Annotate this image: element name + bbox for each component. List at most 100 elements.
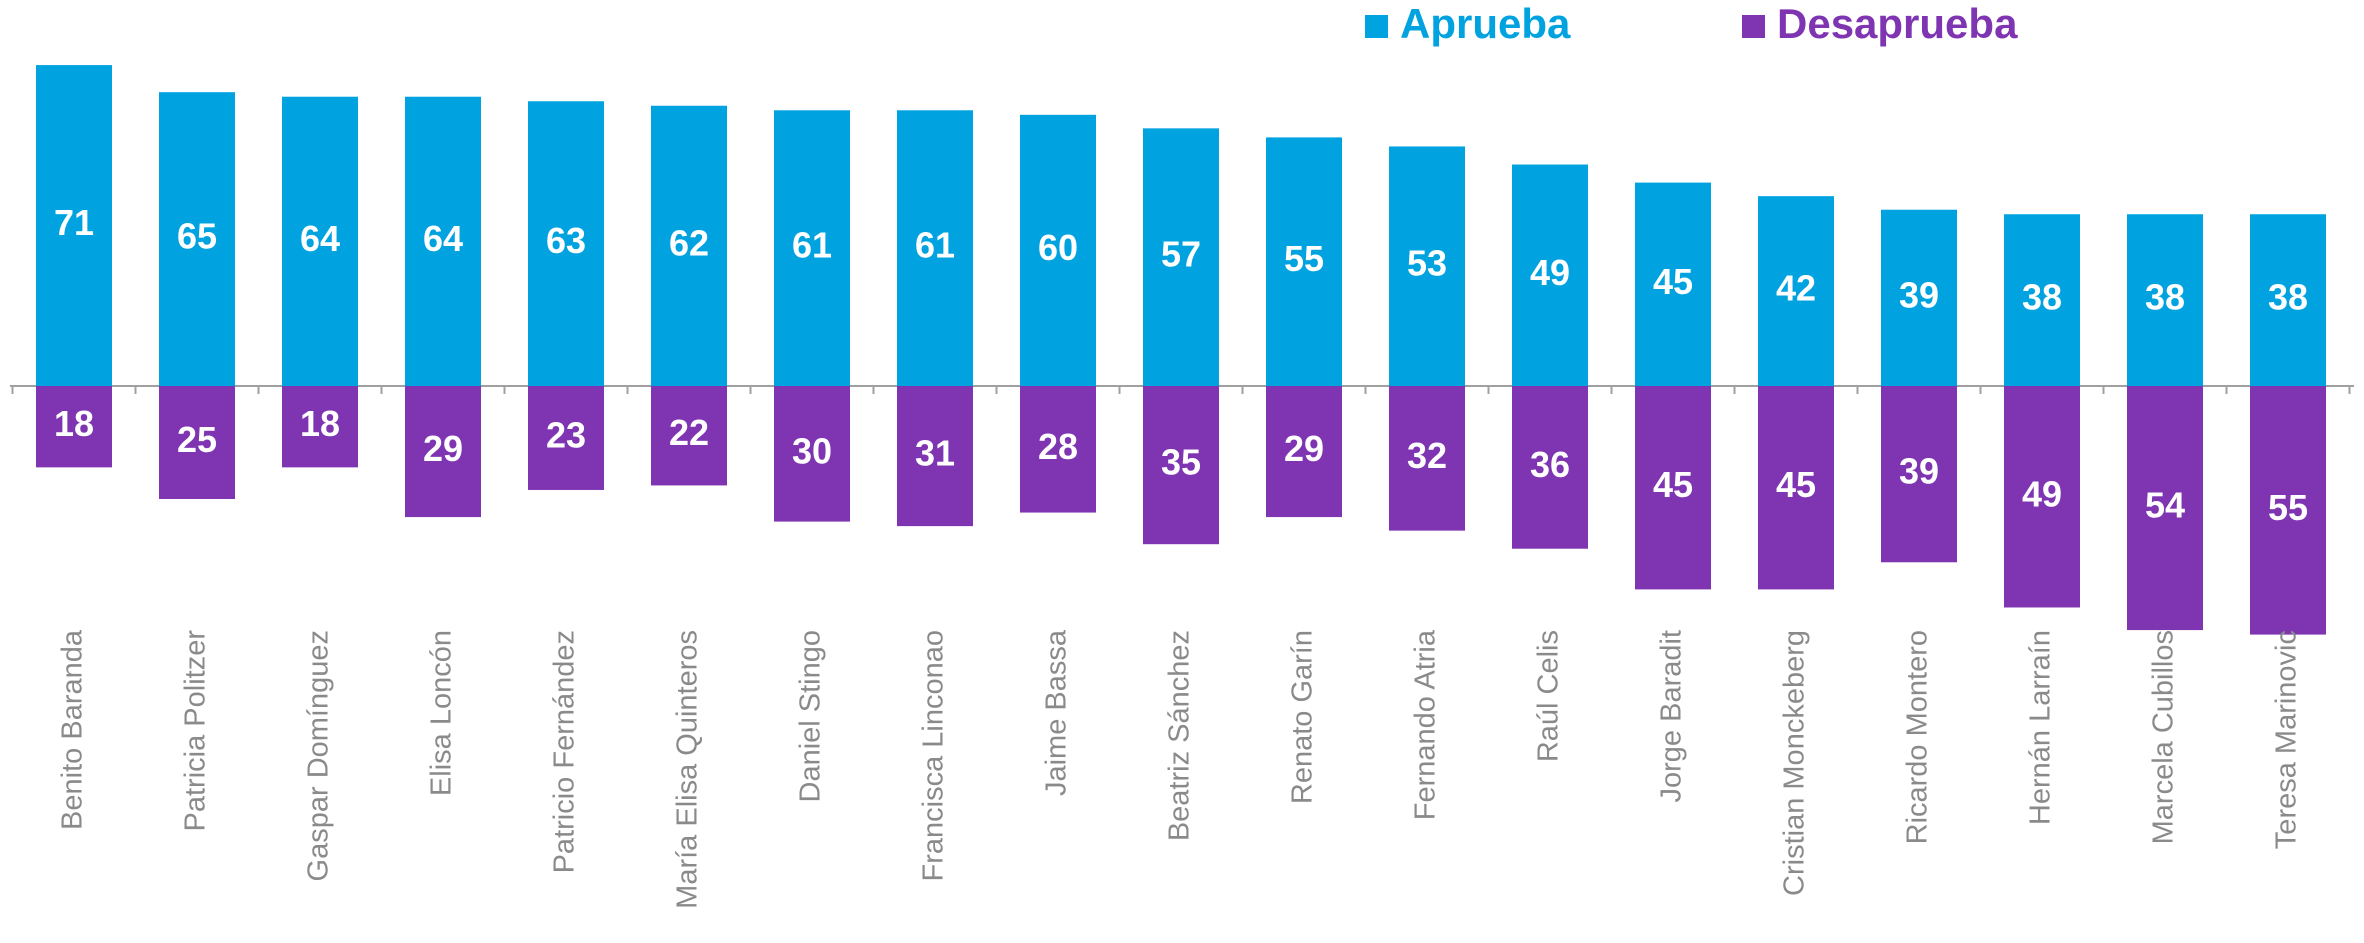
- data-label: 45: [1653, 261, 1693, 302]
- data-label: 25: [177, 419, 217, 460]
- data-label: 71: [54, 202, 94, 243]
- data-label: 63: [546, 220, 586, 261]
- data-label: 64: [423, 218, 463, 259]
- data-label: 38: [2145, 277, 2185, 318]
- legend-swatch: [1365, 15, 1388, 38]
- data-label: 49: [2022, 473, 2062, 514]
- bar: [36, 65, 112, 386]
- bar: [159, 386, 235, 499]
- bar: [2127, 214, 2203, 386]
- x-tick-label: Fernando Atria: [1410, 629, 1442, 820]
- data-label: 29: [423, 428, 463, 469]
- bar: [282, 386, 358, 468]
- data-label: 45: [1653, 464, 1693, 505]
- data-label: 35: [1161, 442, 1201, 483]
- bar: [1758, 386, 1834, 590]
- bar: [1266, 386, 1342, 518]
- x-tick-label: Elisa Loncón: [426, 630, 458, 796]
- bar: [1143, 128, 1219, 387]
- bar: [1512, 386, 1588, 549]
- x-tick-label: Francisca Linconao: [918, 630, 950, 881]
- bar: [1758, 196, 1834, 386]
- data-label: 64: [300, 218, 340, 259]
- data-label: 55: [2268, 487, 2308, 528]
- x-tick-label: Beatriz Sánchez: [1164, 630, 1196, 841]
- bar: [2127, 386, 2203, 631]
- legend-label: Aprueba: [1400, 0, 1571, 47]
- bar: [897, 386, 973, 527]
- data-label: 55: [1284, 238, 1324, 279]
- bar: [1143, 386, 1219, 545]
- x-tick-label: Gaspar Domínguez: [303, 630, 335, 881]
- data-label: 32: [1407, 435, 1447, 476]
- data-label: 61: [915, 225, 955, 266]
- data-label: 60: [1038, 227, 1078, 268]
- x-tick-label: María Elisa Quinteros: [672, 630, 704, 909]
- data-label: 54: [2145, 485, 2185, 526]
- data-label: 57: [1161, 234, 1201, 275]
- bar: [405, 386, 481, 518]
- bar: [2250, 386, 2326, 635]
- data-label: 53: [1407, 243, 1447, 284]
- data-label: 61: [792, 225, 832, 266]
- bar: [897, 110, 973, 386]
- x-tick-label: Jorge Baradit: [1656, 630, 1688, 803]
- x-tick-label: Renato Garín: [1287, 630, 1319, 804]
- bar: [1389, 386, 1465, 531]
- x-tick-label: Cristian Monckeberg: [1779, 630, 1811, 896]
- x-tick-label: Hernán Larraín: [2025, 630, 2057, 825]
- bar: [2004, 386, 2080, 608]
- bar: [1512, 164, 1588, 386]
- data-label: 18: [300, 403, 340, 444]
- x-tick-label: Ricardo Montero: [1902, 630, 1934, 844]
- data-label: 23: [546, 414, 586, 455]
- bar: [528, 386, 604, 490]
- data-label: 29: [1284, 428, 1324, 469]
- data-label: 30: [792, 430, 832, 471]
- data-label: 22: [669, 412, 709, 453]
- x-tick-label: Patricio Fernández: [549, 630, 581, 873]
- bar: [1635, 182, 1711, 386]
- bar: [651, 386, 727, 486]
- legend-swatch: [1742, 15, 1765, 38]
- bar: [1020, 114, 1096, 387]
- bar: [2004, 214, 2080, 386]
- x-tick-label: Daniel Stingo: [795, 630, 827, 803]
- data-label: 39: [1899, 451, 1939, 492]
- legend-label: Desaprueba: [1777, 0, 2018, 47]
- data-label: 65: [177, 216, 217, 257]
- x-tick-label: Raúl Celis: [1533, 630, 1565, 762]
- bar: [2250, 214, 2326, 386]
- data-label: 31: [915, 433, 955, 474]
- x-tick-label: Teresa Marinovic: [2271, 630, 2303, 849]
- bar: [1881, 386, 1957, 563]
- data-label: 62: [669, 222, 709, 263]
- bar: [651, 105, 727, 386]
- bar: [774, 110, 850, 386]
- data-label: 28: [1038, 426, 1078, 467]
- bar: [159, 92, 235, 386]
- bar: [405, 96, 481, 386]
- data-label: 18: [54, 403, 94, 444]
- bar: [528, 101, 604, 387]
- data-label: 38: [2022, 277, 2062, 318]
- data-label: 49: [1530, 252, 1570, 293]
- bar: [1389, 146, 1465, 386]
- x-tick-label: Patricia Politzer: [180, 630, 212, 832]
- bar: [282, 96, 358, 386]
- data-label: 45: [1776, 464, 1816, 505]
- x-tick-label: Marcela Cubillos: [2148, 630, 2180, 844]
- data-label: 38: [2268, 277, 2308, 318]
- bar: [1881, 209, 1957, 386]
- data-label: 42: [1776, 268, 1816, 309]
- x-tick-label: Jaime Bassa: [1041, 629, 1073, 796]
- bar: [1266, 137, 1342, 386]
- bar: [774, 386, 850, 522]
- bar: [1020, 386, 1096, 513]
- data-label: 36: [1530, 444, 1570, 485]
- data-label: 39: [1899, 274, 1939, 315]
- bar: [1635, 386, 1711, 590]
- bar: [36, 386, 112, 468]
